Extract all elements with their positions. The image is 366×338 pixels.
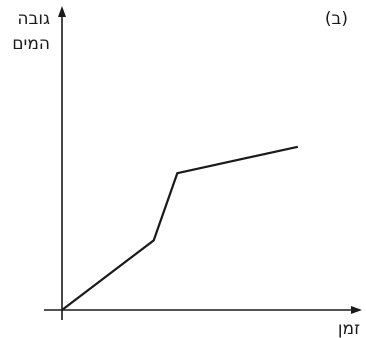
x-axis-arrow-icon [351,306,362,314]
y-axis-arrow-icon [58,6,66,17]
x-axis-label: זמן [338,319,360,338]
y-axis-label-line-2: המים [12,34,50,54]
y-axis-label-line-1: גובה [17,9,50,29]
panel-label: (ב) [325,9,348,29]
series-line [61,145,299,311]
